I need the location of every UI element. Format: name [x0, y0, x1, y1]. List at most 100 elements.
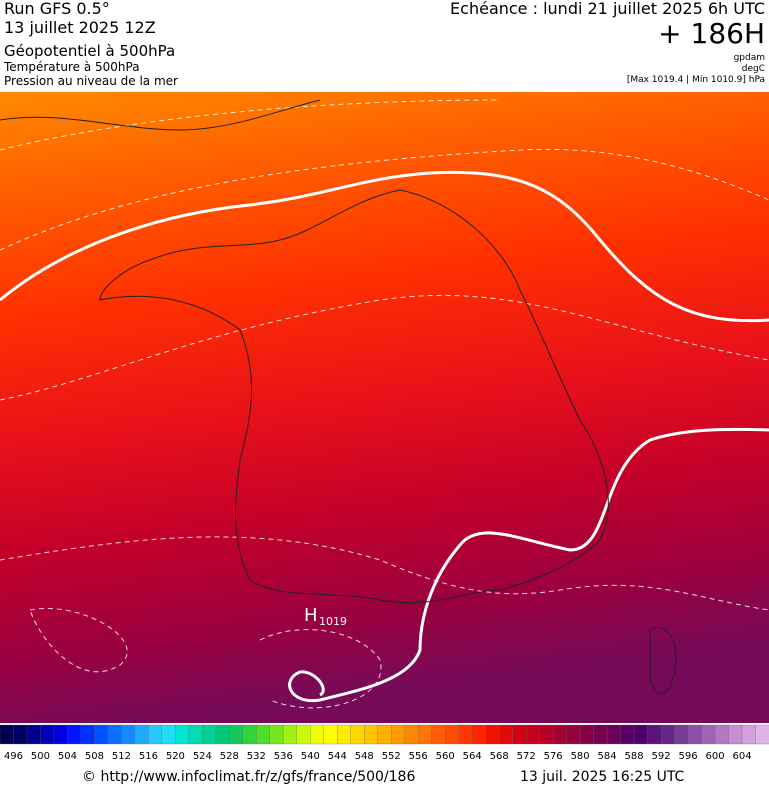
colorbar-label: 540 [301, 751, 320, 762]
color-swatch [526, 724, 541, 745]
color-swatch [566, 724, 581, 745]
color-swatch [134, 724, 149, 745]
color-swatch [283, 724, 298, 745]
colorbar-label: 524 [193, 751, 212, 762]
color-swatch [714, 724, 729, 745]
color-swatch [660, 724, 676, 745]
colorbar-label: 604 [732, 751, 751, 762]
color-swatch [512, 724, 527, 745]
color-swatch [579, 724, 595, 745]
color-swatch [593, 724, 608, 745]
color-swatch [418, 724, 433, 745]
color-swatch [364, 724, 379, 745]
color-swatch [687, 724, 702, 745]
color-swatch [40, 724, 55, 745]
color-swatch [94, 724, 109, 745]
color-swatch [175, 724, 190, 745]
lead-time: + 186H [658, 17, 765, 50]
color-swatch [256, 724, 271, 745]
color-swatch [229, 724, 244, 745]
color-swatch [67, 724, 82, 745]
colorbar-label: 592 [652, 751, 671, 762]
colorbar-label: 520 [166, 751, 185, 762]
color-swatch [53, 724, 68, 745]
color-swatch [431, 724, 446, 745]
color-swatch [647, 724, 662, 745]
color-swatch [445, 724, 460, 745]
colorbar-label: 580 [571, 751, 590, 762]
contours-main [0, 170, 769, 703]
high-value: 1019 [319, 615, 347, 628]
footer-date: 13 juil. 2025 16:25 UTC [520, 769, 685, 785]
color-swatch [755, 724, 769, 745]
colorbar-label: 560 [436, 751, 455, 762]
footer-url: © http://www.infoclimat.fr/z/gfs/france/… [82, 769, 415, 785]
color-swatch [310, 724, 325, 745]
colorbar-label: 512 [112, 751, 131, 762]
color-swatch [296, 724, 311, 745]
color-swatch [107, 724, 122, 745]
color-swatch [458, 724, 473, 745]
colorbar-label: 556 [409, 751, 428, 762]
colorbar-label: 528 [220, 751, 239, 762]
color-swatch [701, 724, 716, 745]
colorbar-label: 584 [598, 751, 617, 762]
colorbar-label: 548 [355, 751, 374, 762]
color-swatch [741, 724, 756, 745]
color-swatch [539, 724, 554, 745]
color-swatch [121, 724, 136, 745]
color-swatch [674, 724, 689, 745]
unit-label: gpdam [734, 53, 765, 63]
color-swatch [80, 724, 95, 745]
colorbar-label: 596 [679, 751, 698, 762]
color-swatch [337, 724, 352, 745]
colorbar-label: 600 [705, 751, 724, 762]
color-swatch [633, 724, 649, 745]
color-swatch [13, 724, 28, 745]
colorbar-label: 576 [544, 751, 563, 762]
colorbar-label: 564 [463, 751, 482, 762]
colorbar-label: 516 [139, 751, 158, 762]
color-swatch [26, 724, 41, 745]
color-swatch [242, 724, 257, 745]
run-date: 13 juillet 2025 12Z [4, 18, 156, 37]
color-swatch [377, 724, 392, 745]
color-swatch [215, 724, 230, 745]
color-swatch [148, 724, 163, 745]
colorbar-label: 588 [625, 751, 644, 762]
field-label: Température à 500hPa [3, 60, 140, 74]
colorbar-label: 532 [247, 751, 266, 762]
geopotential-field [0, 92, 769, 723]
color-swatch [485, 724, 500, 745]
color-swatch [350, 724, 365, 745]
color-swatch [472, 724, 487, 745]
colorbar-label: 544 [328, 751, 347, 762]
colorbar: 496 500 504 508 512 516 520 524 528 532 536 540 544 5… [0, 724, 769, 762]
colorbar-label: 568 [490, 751, 509, 762]
valid-time: Echéance : lundi 21 juillet 2025 6h UTC [450, 0, 765, 18]
color-swatch [0, 724, 14, 745]
color-swatch [202, 724, 217, 745]
unit-label: degC [742, 64, 765, 74]
color-swatch [499, 724, 514, 745]
contours-dashed [0, 99, 769, 709]
color-swatch [620, 724, 635, 745]
color-swatch [728, 724, 743, 745]
color-swatch [269, 724, 284, 745]
colorbar-label: 572 [517, 751, 536, 762]
colorbar-label: 552 [382, 751, 401, 762]
pressure-range: [Max 1019.4 | Min 1010.9] hPa [627, 75, 765, 85]
run-label: Run GFS 0.5° [4, 0, 110, 18]
color-swatch [391, 724, 406, 745]
field-label: Pression au niveau de la mer [4, 74, 178, 88]
color-swatch [404, 724, 419, 745]
color-swatch [323, 724, 338, 745]
color-swatch [188, 724, 203, 745]
color-swatch [606, 724, 622, 745]
colorbar-label: 508 [85, 751, 104, 762]
colorbar-label: 496 [4, 751, 23, 762]
high-label: H [304, 605, 318, 626]
coastline [0, 99, 677, 695]
